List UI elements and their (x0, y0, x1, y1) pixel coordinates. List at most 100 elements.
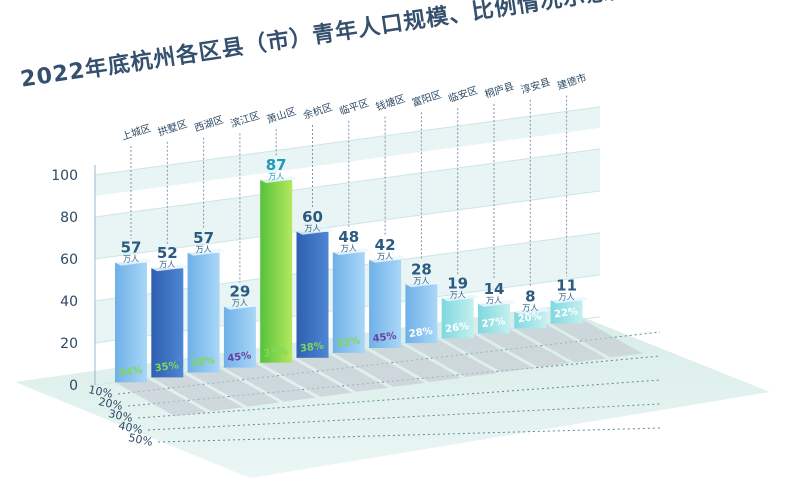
ratio-grid-line (137, 379, 661, 419)
bar (260, 179, 293, 363)
bar-top (405, 280, 444, 288)
grid-line (94, 148, 601, 218)
unit-label: 万人 (305, 224, 321, 233)
value-label: 48 (338, 228, 359, 246)
bar-shadow (405, 339, 498, 378)
y-tick-label: 100 (51, 168, 78, 184)
bar (514, 311, 547, 329)
bar (332, 252, 365, 353)
bar-top (151, 264, 190, 272)
value-label: 87 (266, 156, 287, 174)
unit-label: 万人 (159, 260, 175, 269)
bar (369, 259, 402, 348)
category-label: 淳安县 (519, 75, 552, 97)
bar-shadow (223, 363, 316, 402)
bar-shadow (260, 358, 353, 397)
category-label: 西湖区 (193, 114, 225, 135)
ratio-label: 33% (336, 336, 361, 350)
bar-top (441, 294, 480, 302)
ratio-label: 38% (299, 341, 324, 355)
unit-label: 万人 (341, 244, 357, 253)
y-tick-label: 80 (60, 210, 78, 226)
category-label: 富阳区 (410, 88, 443, 110)
category-label: 余杭区 (301, 100, 334, 122)
value-label: 8 (525, 288, 535, 306)
grid-line (94, 106, 601, 176)
bar-shadow (115, 378, 207, 417)
bar-top (115, 258, 153, 266)
category-label: 建德市 (556, 71, 589, 93)
value-label: 57 (193, 229, 214, 247)
bar-top (550, 296, 589, 304)
bar-shadow (369, 343, 462, 382)
unit-label: 万人 (123, 255, 139, 264)
ratio-tick-label: 10% (87, 383, 114, 401)
unit-label: 万人 (196, 245, 212, 254)
unit-label: 万人 (559, 292, 575, 301)
ratio-label: 27% (481, 316, 506, 330)
bar-top (260, 175, 299, 183)
grid-line (94, 190, 601, 260)
bar-shadow (514, 324, 607, 363)
ratio-grid-line (127, 355, 661, 407)
unit-label: 万人 (268, 172, 284, 181)
unit-label: 万人 (232, 299, 248, 308)
ratio-label: 38% (190, 355, 215, 369)
bar (187, 252, 220, 373)
category-label: 桐庐县 (483, 79, 516, 101)
ratio-tick-label: 50% (127, 431, 154, 449)
ratio-label: 35% (263, 345, 288, 359)
bar (223, 306, 256, 368)
ratio-tick-label: 30% (107, 407, 134, 425)
ratio-label: 26% (445, 321, 470, 335)
bar (115, 262, 147, 383)
bar (441, 298, 474, 339)
bar-top (223, 302, 262, 310)
value-label: 19 (447, 274, 468, 292)
unit-label: 万人 (486, 296, 502, 305)
y-tick-label: 20 (60, 336, 78, 352)
bar-top (478, 299, 516, 307)
bar-shadow (296, 353, 389, 392)
unit-label: 万人 (450, 290, 466, 299)
bar-shadow (187, 368, 280, 407)
value-label: 11 (556, 276, 577, 294)
category-label: 临安区 (447, 83, 480, 105)
bar-top (514, 307, 553, 315)
ratio-label: 20% (517, 311, 542, 325)
ratio-label: 22% (553, 306, 578, 320)
category-label: 临平区 (338, 96, 371, 118)
y-tick-label: 60 (60, 252, 78, 268)
bar-shadow (478, 329, 570, 368)
ratio-label: 34% (118, 365, 143, 379)
bar-top (296, 227, 335, 235)
grid-band (95, 148, 600, 259)
unit-label: 万人 (522, 304, 538, 313)
category-label: 拱墅区 (156, 117, 189, 139)
unit-label: 万人 (413, 276, 429, 285)
ratio-grid-line (147, 403, 661, 431)
ratio-label: 45% (372, 331, 397, 345)
bar-top (369, 255, 408, 263)
value-label: 42 (375, 236, 396, 254)
y-tick-label: 40 (60, 294, 78, 310)
value-label: 28 (411, 260, 432, 278)
ratio-label: 45% (227, 350, 252, 364)
bar-shadow (550, 319, 643, 358)
grid-band (95, 106, 600, 196)
category-label: 滨江区 (229, 109, 262, 131)
category-label: 钱塘区 (374, 92, 407, 114)
value-label: 60 (302, 208, 323, 226)
ratio-grid-line (157, 427, 661, 443)
ratio-tick-label: 40% (117, 419, 144, 437)
bar (478, 303, 510, 334)
ratio-label: 28% (408, 326, 433, 340)
bar (405, 284, 438, 344)
bar (550, 300, 583, 324)
bar-shadow (151, 373, 244, 412)
bar-top (332, 248, 371, 256)
category-label: 萧山区 (265, 105, 297, 126)
category-label: 上城区 (120, 122, 152, 143)
